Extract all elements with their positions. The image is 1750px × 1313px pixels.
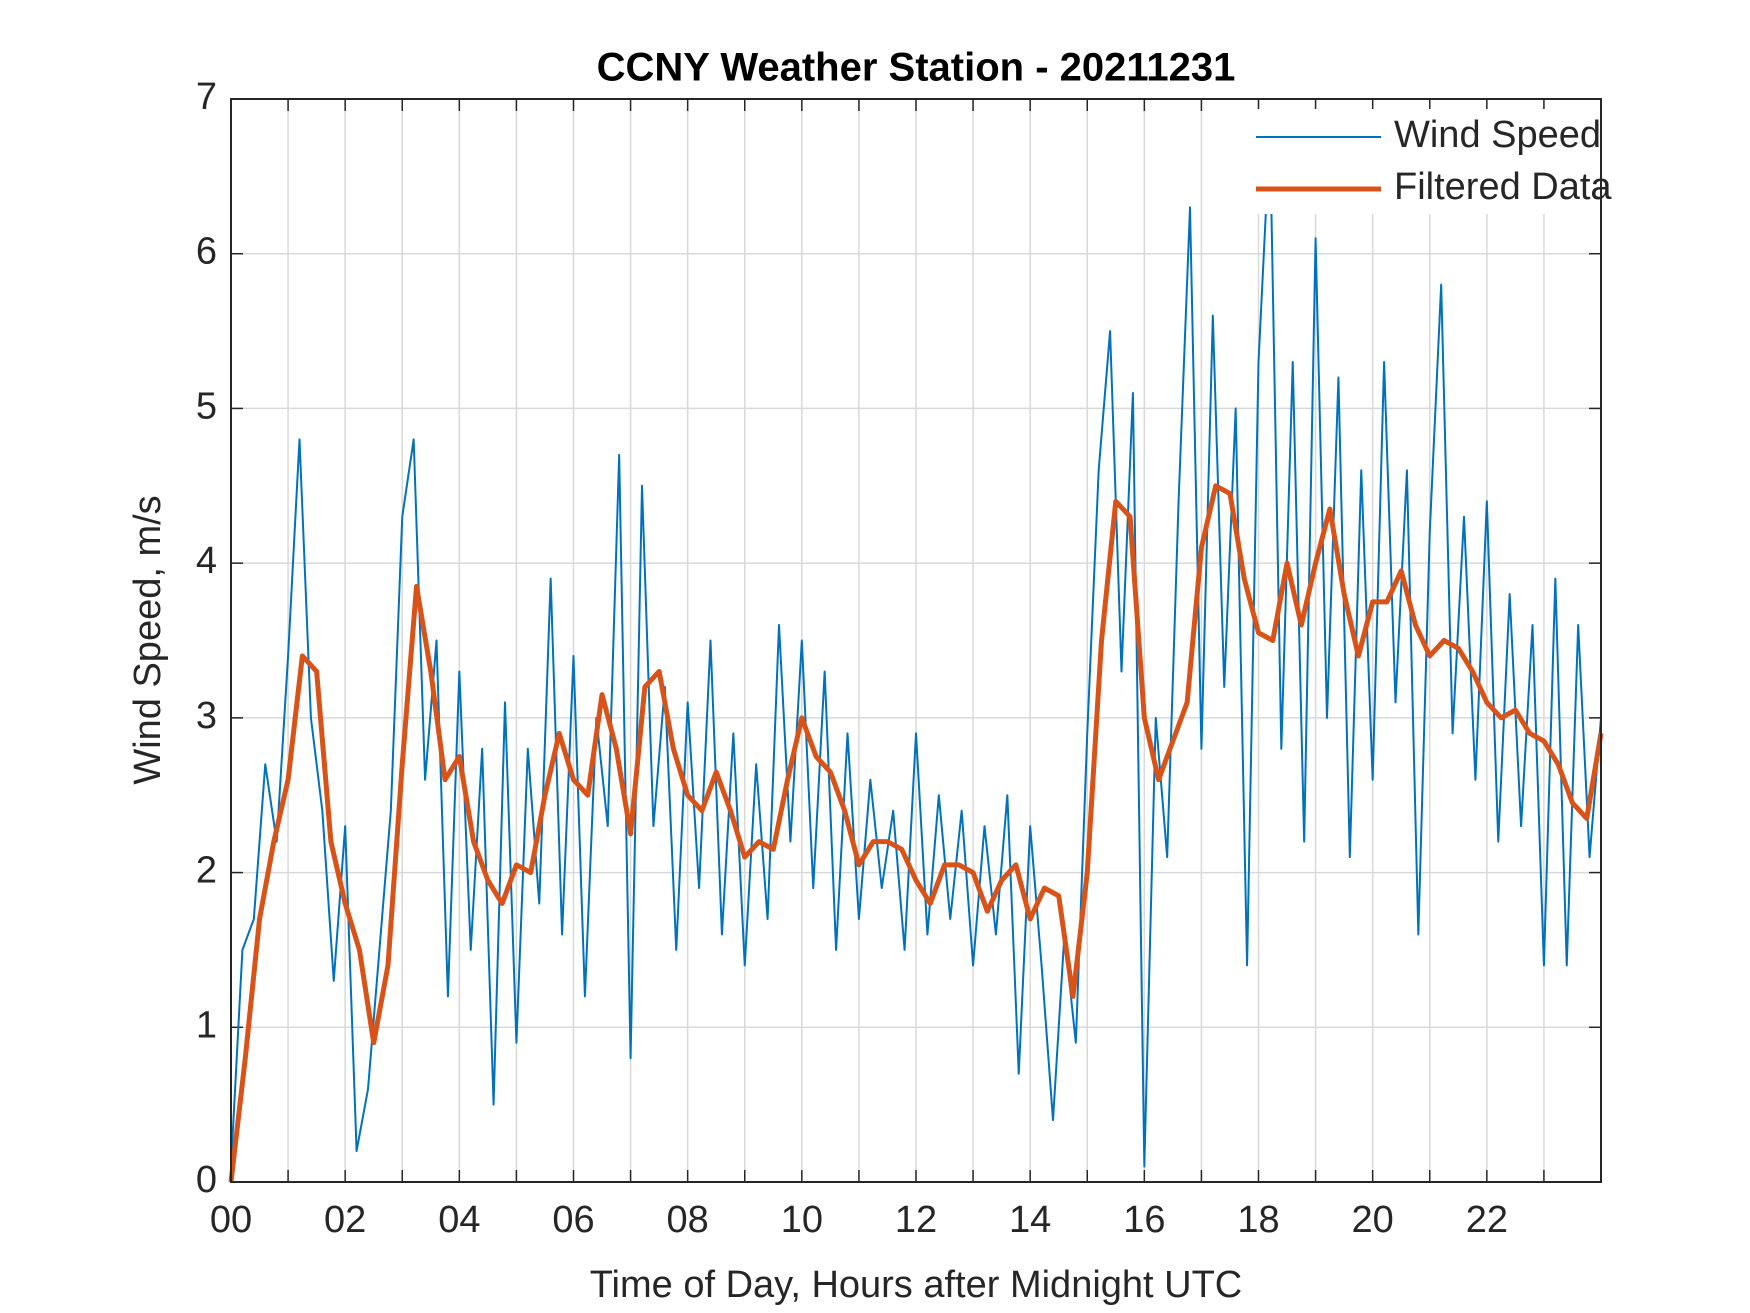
y-tick-label: 3 [196,695,217,737]
x-axis-label: Time of Day, Hours after Midnight UTC [590,1264,1243,1306]
x-tick-label: 20 [1352,1199,1394,1241]
x-tick-label: 08 [667,1199,709,1241]
y-tick-label: 1 [196,1004,217,1046]
x-tick-label: 14 [1009,1199,1051,1241]
axes-box [230,98,1602,1183]
x-tick-label: 16 [1123,1199,1165,1241]
chart-title: CCNY Weather Station - 20211231 [597,46,1236,90]
y-tick-label: 0 [196,1159,217,1201]
legend-box [1246,109,1591,214]
legend: Wind Speed Filtered Data [1246,109,1612,214]
x-tick-label: 02 [324,1199,366,1241]
x-tick-label: 12 [895,1199,937,1241]
x-tick-label: 06 [552,1199,594,1241]
y-tick-label: 6 [196,231,217,273]
y-axis-label: Wind Speed, m/s [127,495,169,784]
y-tick-label: 7 [196,76,217,118]
legend-label: Filtered Data [1394,166,1612,208]
x-tick-label: 18 [1237,1199,1279,1241]
y-tick-label: 5 [196,385,217,427]
legend-label: Wind Speed [1394,114,1601,156]
x-tick-label: 22 [1466,1199,1508,1241]
data-line [228,483,1604,1183]
x-tick-label: 04 [438,1199,480,1241]
data-line [230,128,1602,1168]
x-tick-label: 00 [210,1199,252,1241]
y-tick-label: 2 [196,850,217,892]
x-tick-label: 10 [781,1199,823,1241]
y-tick-label: 4 [196,540,217,582]
